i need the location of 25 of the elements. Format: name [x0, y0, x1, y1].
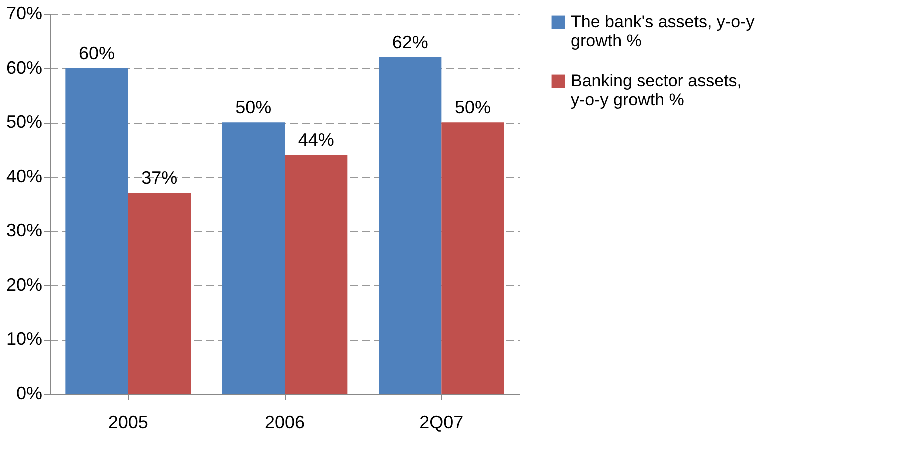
legend-label: Banking sector assets, y-o-y growth % [571, 72, 742, 110]
y-tick-label: 0% [16, 384, 42, 404]
text: 37% [142, 168, 178, 188]
x-tick-label: 2006 [264, 412, 306, 432]
y-tick-label: 60% [6, 58, 42, 78]
bar [128, 193, 191, 394]
y-tick-label: 20% [6, 274, 42, 295]
y-tick-label: 30% [6, 220, 42, 241]
y-tick-label: 70% [6, 4, 42, 24]
text: 50% [236, 98, 272, 118]
text: 60% [78, 43, 116, 64]
bar [379, 57, 442, 394]
y-tick-label: 40% [6, 166, 42, 186]
text: 50% [454, 98, 492, 118]
x-tick-label: 2Q07 [420, 412, 464, 432]
legend-label: The bank's assets, y-o-y growth % [571, 12, 756, 50]
bar [66, 68, 128, 394]
bar [442, 122, 504, 394]
y-tick-label: 10% [6, 329, 42, 350]
y-tick-label: 50% [6, 112, 42, 132]
text: 62% [392, 32, 428, 52]
text: 44% [298, 130, 334, 150]
bar [285, 155, 348, 394]
x-tick-label: 2005 [108, 412, 148, 432]
bar [222, 122, 285, 394]
